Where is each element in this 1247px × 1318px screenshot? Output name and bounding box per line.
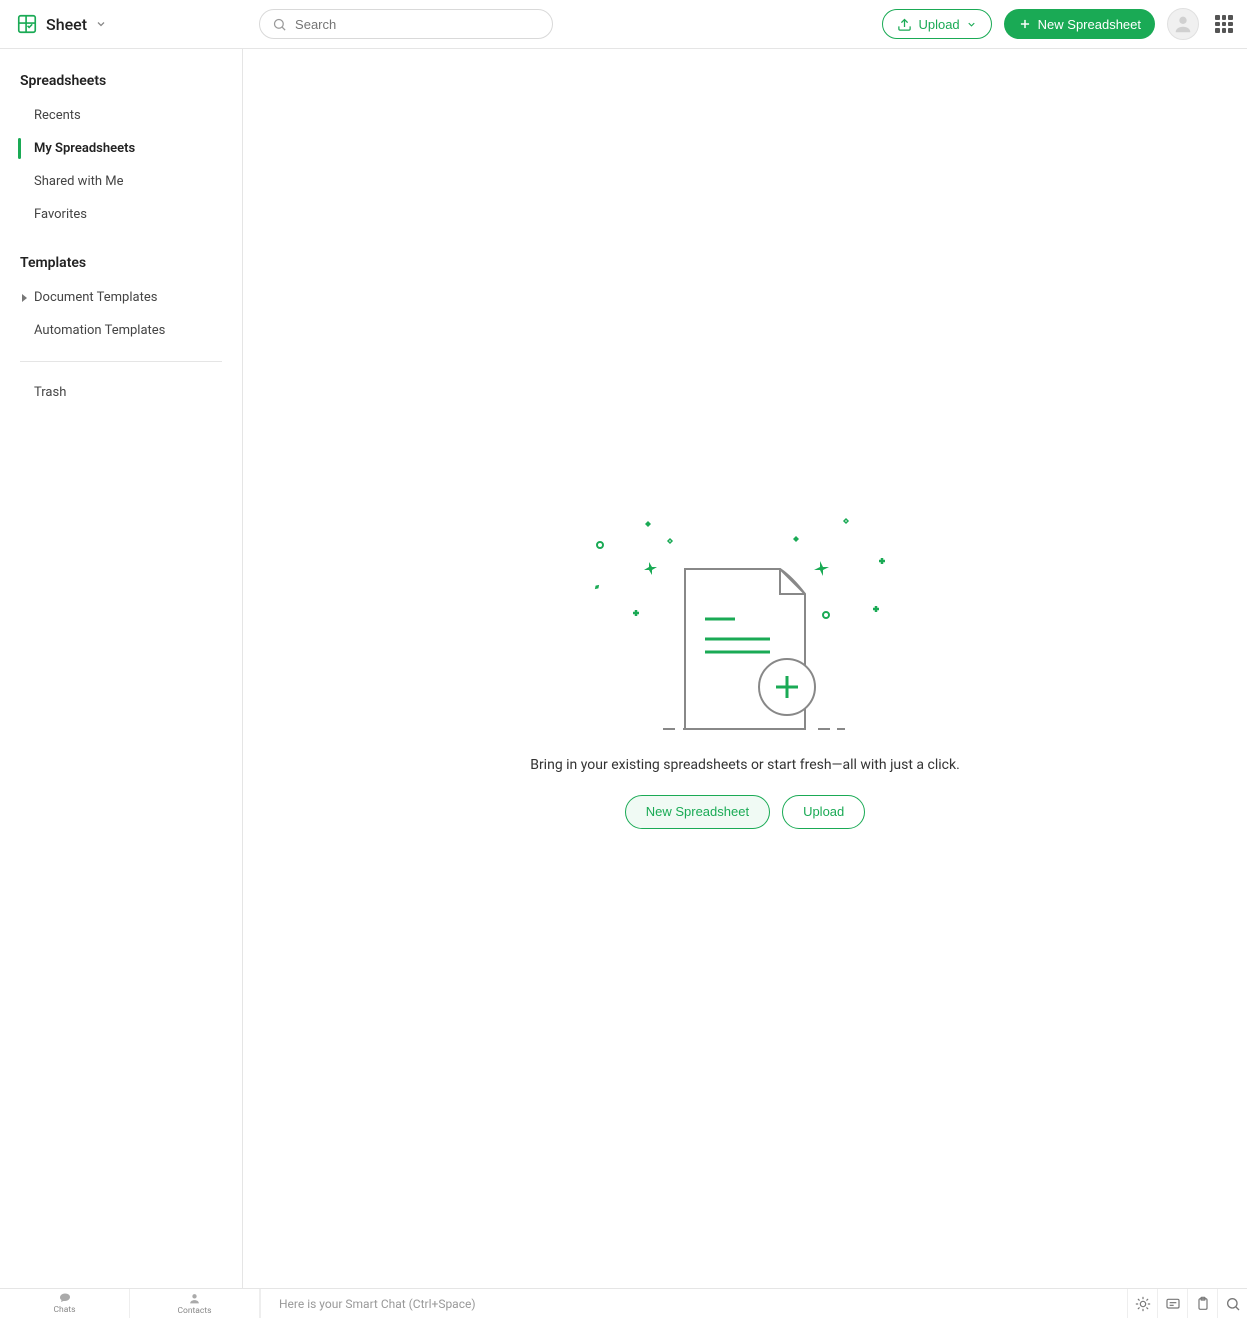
footer-tab-contacts[interactable]: Contacts <box>130 1289 260 1318</box>
brand-switcher[interactable]: Sheet <box>16 13 107 35</box>
new-spreadsheet-button[interactable]: New Spreadsheet <box>1004 9 1155 39</box>
empty-upload-button[interactable]: Upload <box>782 795 865 829</box>
sidebar-divider <box>20 361 222 362</box>
footer-search-icon[interactable] <box>1217 1289 1247 1318</box>
chat-icon <box>58 1292 72 1304</box>
sidebar-item-trash[interactable]: Trash <box>0 376 242 409</box>
footer-tab-chats[interactable]: Chats <box>0 1289 130 1318</box>
contacts-label: Contacts <box>177 1306 211 1316</box>
main-empty-state: Bring in your existing spreadsheets or s… <box>243 49 1247 1288</box>
brand-title: Sheet <box>46 15 87 34</box>
apps-grid-icon[interactable] <box>1215 15 1233 33</box>
clipboard-icon <box>1195 1296 1211 1312</box>
footer-message-icon[interactable] <box>1157 1289 1187 1318</box>
sheet-logo-icon <box>16 13 38 35</box>
sidebar-item-recents[interactable]: Recents <box>0 99 242 132</box>
search-box[interactable] <box>259 9 553 39</box>
new-label: New Spreadsheet <box>1038 17 1141 32</box>
header: Sheet Upload New Spreadsheet <box>0 0 1247 49</box>
footer: Chats Contacts Here is your Smart Chat (… <box>0 1288 1247 1318</box>
person-icon <box>1172 13 1194 35</box>
chats-label: Chats <box>53 1305 75 1315</box>
search-input[interactable] <box>295 17 540 32</box>
upload-icon <box>897 17 912 32</box>
search-icon <box>272 17 287 32</box>
upload-label: Upload <box>918 17 959 32</box>
empty-state-text: Bring in your existing spreadsheets or s… <box>530 757 960 773</box>
message-icon <box>1165 1296 1181 1312</box>
sidebar: Spreadsheets Recents My Spreadsheets Sha… <box>0 49 243 1288</box>
sidebar-item-my-spreadsheets[interactable]: My Spreadsheets <box>0 132 242 165</box>
upload-button[interactable]: Upload <box>882 9 991 39</box>
plus-icon <box>1018 17 1032 31</box>
sun-icon <box>1135 1296 1151 1312</box>
section-spreadsheets-title: Spreadsheets <box>0 67 242 99</box>
search-icon <box>1225 1296 1241 1312</box>
section-templates-title: Templates <box>0 249 242 281</box>
sidebar-item-shared[interactable]: Shared with Me <box>0 165 242 198</box>
avatar[interactable] <box>1167 8 1199 40</box>
chevron-down-icon <box>95 18 107 30</box>
sidebar-item-favorites[interactable]: Favorites <box>0 198 242 231</box>
chevron-down-icon <box>966 19 977 30</box>
sidebar-item-document-templates[interactable]: Document Templates <box>0 281 242 314</box>
empty-new-spreadsheet-button[interactable]: New Spreadsheet <box>625 795 770 829</box>
footer-clipboard-icon[interactable] <box>1187 1289 1217 1318</box>
smart-chat-hint[interactable]: Here is your Smart Chat (Ctrl+Space) <box>260 1289 1127 1318</box>
contacts-icon <box>188 1292 201 1305</box>
footer-theme-icon[interactable] <box>1127 1289 1157 1318</box>
sidebar-item-automation-templates[interactable]: Automation Templates <box>0 314 242 347</box>
empty-illustration <box>555 509 935 739</box>
